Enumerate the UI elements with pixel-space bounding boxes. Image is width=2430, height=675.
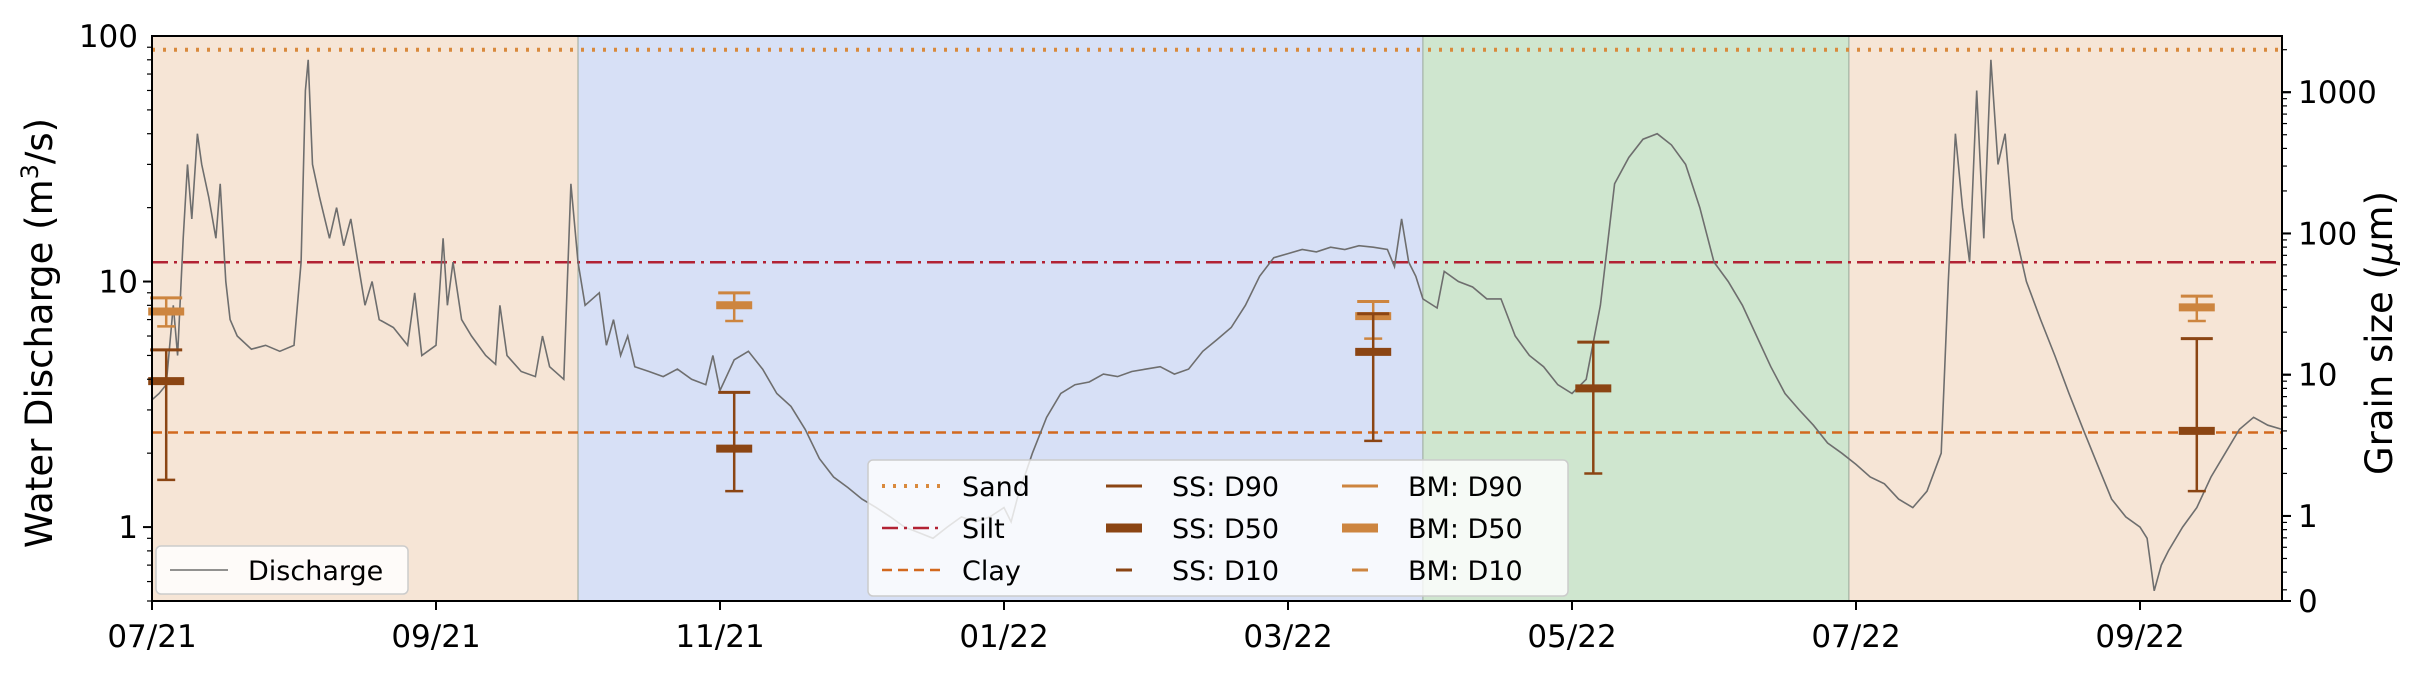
errorbar-ss [1575,340,1612,475]
errorbar-layer [148,291,2215,493]
legend-label: BM: D10 [1408,556,1523,587]
legend-label: BM: D90 [1408,472,1523,503]
x-tick-label: 05/22 [1527,619,1616,655]
y2-tick-label: 10 [2298,358,2337,394]
x-tick-label: 07/22 [1811,619,1900,655]
x-tick-label: 03/22 [1243,619,1332,655]
reference-lines [152,47,2282,434]
x-tick-label: 09/22 [2095,619,2184,655]
legend-label: BM: D50 [1408,514,1523,545]
y-axis: 1 10 100 [79,19,152,602]
y-tick-label: 100 [79,19,138,55]
errorbar-bm [148,296,185,328]
plot-frame [151,35,2283,602]
season-bands [152,36,2282,601]
y-tick-label: 1 [118,510,138,546]
errorbar-ss [716,390,753,493]
errorbar-bm [716,291,753,323]
legend-box [867,459,1569,597]
errorbar-bm [2178,294,2215,323]
y2-tick-label: 1000 [2298,75,2377,111]
series-layer [151,59,2283,592]
y2-tick-label: 100 [2298,216,2357,252]
legend-discharge: Discharge [155,545,409,595]
legend-label: SS: D10 [1172,556,1279,587]
y2-axis: 0 1 10 100 1000 [2282,49,2377,620]
legend-label: SS: D50 [1172,514,1279,545]
legend-label: SS: D90 [1172,472,1279,503]
y2-tick-label: 1 [2298,499,2318,535]
y2-tick-label: 0 [2298,584,2318,620]
y-tick-label: 10 [99,265,138,301]
errorbar-ss [1355,312,1392,443]
x-tick-label: 11/21 [675,619,764,655]
legend-label: Sand [962,472,1030,503]
season-band [152,36,578,601]
errorbar-ss [148,348,185,482]
x-tick-label: 09/21 [391,619,480,655]
legend-label: Discharge [248,556,383,587]
y-axis-title: Water Discharge (m3/s) [16,118,61,548]
series-line-discharge [151,59,2283,592]
x-tick-label: 01/22 [959,619,1048,655]
legend-grain-size: Sand Silt Clay SS: D90 SS: D50 SS: D10 BM: D90… [867,459,1569,597]
legend-label: Clay [962,556,1021,587]
season-band [1848,36,2282,601]
y2-axis-title: Grain size (μm) [2358,191,2401,475]
errorbar-ss [2178,337,2215,493]
legend-box [155,545,409,595]
x-axis: 07/21 09/21 11/21 01/22 03/22 05/22 07/22 09/22 [107,601,2185,655]
legend-label: Silt [962,514,1005,545]
x-tick-label: 07/21 [107,619,196,655]
